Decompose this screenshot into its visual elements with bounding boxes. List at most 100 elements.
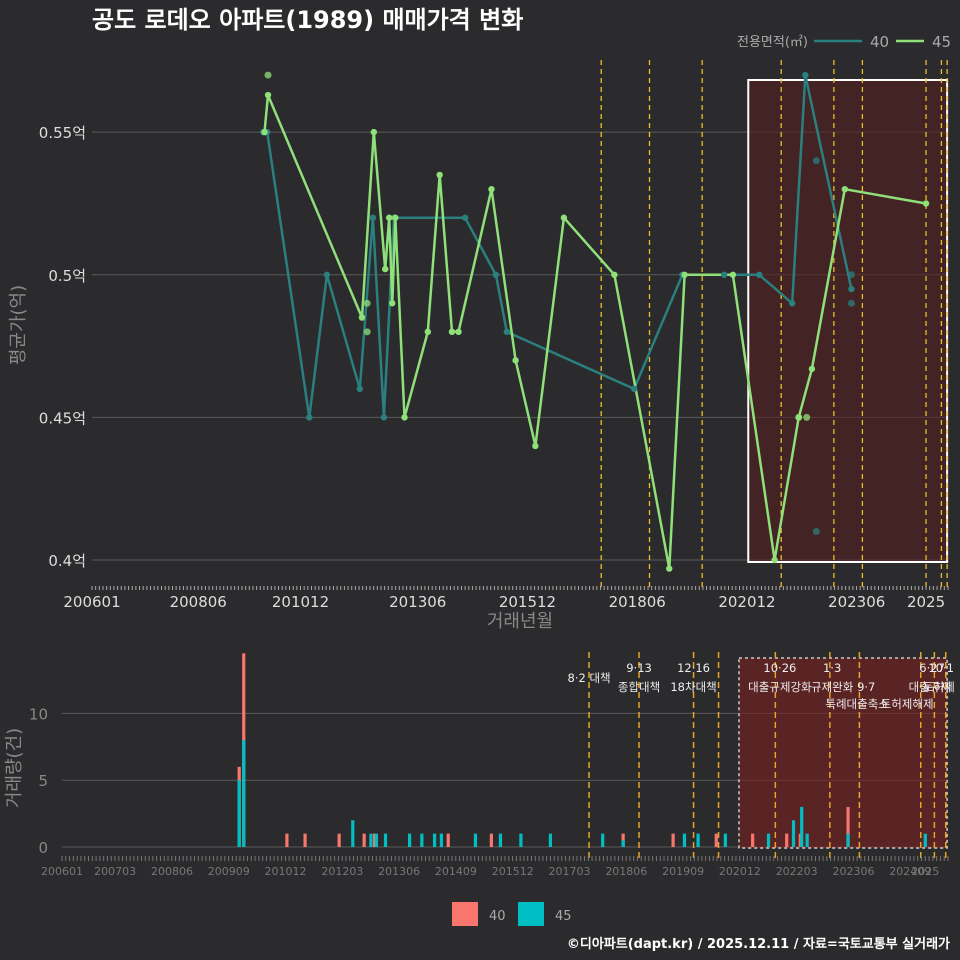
- bottom-policy-lines: [588, 652, 947, 858]
- point-40-5: [369, 214, 377, 221]
- top-y-tick-3: 0.55억: [39, 124, 86, 142]
- point-45-15: [532, 442, 539, 450]
- bottom-policy-labels: 8·2 대책 9·13 종합대책 12·16 18차대책 10·26 대출규제강화 1·3 규제…: [568, 661, 955, 711]
- point-45-11: [448, 328, 456, 336]
- chart-title: 공도 로데오 아파트(1989) 매매가격 변화: [92, 6, 523, 34]
- point-40-9: [492, 271, 500, 278]
- volume-bar-45-6: [407, 833, 412, 847]
- point-45-17: [611, 271, 618, 278]
- bottom-x-tick-9: 201703: [549, 865, 591, 878]
- point-45-10: [436, 171, 443, 179]
- volume-bar-45-16: [682, 833, 687, 847]
- point-40-13: [720, 271, 728, 278]
- volume-bar-45-18: [723, 833, 727, 847]
- top-policy-lines: [600, 60, 948, 590]
- bottom-x-tick-3: 200909: [208, 865, 250, 878]
- point-45-12: [455, 328, 462, 336]
- volume-bar-45-21: [800, 806, 804, 847]
- volume-bar-45-1: [242, 740, 246, 847]
- legend-title: 전용면적(㎡): [737, 35, 808, 50]
- top-x-tick-3: 201306: [389, 593, 446, 611]
- point-40-16: [802, 71, 809, 79]
- volume-bar-40-13: [785, 833, 789, 847]
- policy-label-13: 10·1: [928, 661, 954, 675]
- point-45-16: [560, 214, 568, 221]
- volume-bar-45-24: [923, 833, 927, 847]
- legend-label-45: 45: [932, 33, 951, 51]
- bottom-x-tick-8: 201512: [492, 865, 534, 878]
- top-x-tick-0: 200601: [63, 593, 120, 611]
- top-series-lines: [263, 73, 927, 570]
- volume-bar-45-13: [548, 833, 553, 847]
- legend-label-40: 40: [870, 33, 889, 51]
- policy-label-6: 대출규제강화: [748, 680, 812, 694]
- policy-label-4: 18차대책: [670, 680, 716, 694]
- point-40-3: [323, 271, 331, 278]
- legend-bottom-label-40: 40: [489, 909, 506, 924]
- point-45-5: [385, 214, 393, 221]
- volume-bar-40-5: [362, 833, 366, 847]
- top-x-tick-1: 200806: [170, 593, 227, 611]
- volume-bar-45-19: [766, 833, 771, 847]
- bottom-x-tick-0: 200601: [41, 865, 83, 878]
- point-45-0: [261, 128, 268, 136]
- point-45-23: [808, 365, 816, 373]
- top-highlight-box: [747, 79, 949, 563]
- bottom-x-tick-5: 201203: [321, 865, 363, 878]
- extra-point-1: [812, 157, 820, 165]
- extra-point-8: [363, 328, 371, 336]
- policy-label-5: 10·26: [763, 661, 796, 675]
- policy-label-10: 특례대출축소: [825, 697, 888, 711]
- bottom-x-tick-13: 202203: [776, 865, 818, 878]
- volume-bar-45-8: [432, 833, 437, 847]
- policy-label-12: 6·27: [919, 661, 945, 675]
- top-y-tick-1: 0.45억: [39, 409, 86, 427]
- bottom-volume-bars: [237, 653, 927, 847]
- point-45-13: [488, 185, 495, 193]
- top-y-tick-2: 0.5억: [48, 267, 86, 285]
- point-40-8: [461, 214, 469, 221]
- top-y-tick-labels: 0.4억 0.45억 0.5억 0.55억: [39, 124, 86, 570]
- bottom-x-tick-16: 2025: [911, 865, 939, 878]
- policy-label-9: 9·7: [857, 680, 875, 694]
- point-45-21: [771, 556, 778, 564]
- top-y-tick-0: 0.4억: [48, 552, 86, 570]
- volume-bar-45-4: [374, 833, 379, 847]
- legend-bottom-swatch-45: [518, 902, 544, 926]
- bottom-y-tick-labels: 0 5 10: [29, 705, 48, 857]
- point-45-19: [681, 271, 688, 278]
- legend-bottom-label-45: 45: [555, 909, 572, 924]
- policy-label-14: 대출규제: [909, 680, 951, 694]
- point-45-25: [922, 200, 930, 207]
- point-45-6: [389, 300, 396, 307]
- volume-bar-40-8: [489, 833, 493, 847]
- extra-point-7: [363, 299, 371, 307]
- volume-bar-45-3: [369, 833, 373, 847]
- policy-label-0: 8·2 대책: [568, 671, 611, 685]
- point-45-4: [382, 265, 389, 273]
- series-line-40: [263, 73, 853, 419]
- footer-credit: ©디아파트(dapt.kr) / 2025.12.11 / 자료=국토교통부 실…: [567, 936, 950, 952]
- bottom-x-tick-15: 202409: [889, 865, 931, 878]
- volume-bar-45-5: [383, 833, 388, 847]
- bottom-y-tick-0: 0: [38, 839, 48, 857]
- point-40-6: [380, 414, 388, 421]
- top-y-axis-label: 평균가(억): [8, 285, 29, 365]
- legend-bottom: 40 45: [452, 902, 572, 926]
- volume-bar-45-14: [601, 833, 605, 847]
- extra-point-2: [812, 528, 820, 536]
- bottom-highlight-box: [738, 657, 948, 849]
- volume-bar-40-2: [285, 833, 289, 847]
- point-40-2: [306, 414, 313, 421]
- point-40-4: [356, 385, 363, 393]
- policy-label-2: 종합대책: [618, 680, 660, 694]
- bottom-y-axis-label: 거래량(건): [4, 728, 25, 808]
- volume-bar-40-11: [714, 833, 718, 847]
- volume-bar-40-4: [337, 833, 341, 847]
- top-x-tick-7: 202306: [828, 593, 885, 611]
- bottom-x-tick-11: 201909: [662, 865, 704, 878]
- bottom-x-tick-12: 202012: [719, 865, 761, 878]
- volume-bar-45-11: [498, 833, 503, 847]
